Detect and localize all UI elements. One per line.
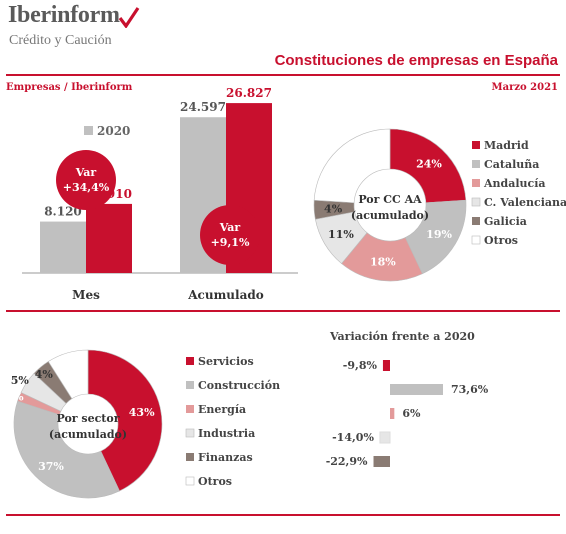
- sector-slice-label: 37%: [38, 460, 64, 473]
- variation-value-label: -9,8%: [343, 359, 378, 372]
- sector-legend-label: Otros: [198, 475, 232, 488]
- bar-Mes-2021: [86, 203, 132, 273]
- sector-legend-swatch: [186, 381, 194, 389]
- bar-value-label: 26.827: [226, 86, 272, 100]
- bar-Mes-2020: [40, 221, 86, 273]
- date-label: Marzo 2021: [491, 82, 558, 93]
- sector-legend-label: Construcción: [198, 379, 280, 392]
- ccaa-legend-label: Cataluña: [484, 158, 539, 171]
- variation-value-label: -14,0%: [332, 431, 374, 444]
- footer-rule: [6, 514, 560, 516]
- ccaa-slice-Madrid: [389, 128, 467, 204]
- ccaa-legend-swatch: [471, 197, 481, 207]
- page-title: Constituciones de empresas en España: [274, 52, 558, 69]
- variation-value-label: 73,6%: [451, 383, 489, 396]
- ccaa-center-subtitle: (acumulado): [351, 209, 429, 222]
- sector-legend-swatch: [186, 405, 194, 413]
- sector-center-subtitle: (acumulado): [49, 428, 127, 441]
- bar-value-label: 24.597: [180, 100, 226, 114]
- var-bubble: [200, 205, 260, 265]
- ccaa-legend-label: Galicia: [484, 215, 527, 228]
- ccaa-slice-label: 4%: [324, 203, 343, 216]
- variation-value-label: 6%: [402, 407, 421, 420]
- sector-legend-swatch: [186, 357, 194, 365]
- sector-legend-label: Servicios: [198, 355, 254, 368]
- ccaa-legend-swatch: [472, 141, 480, 149]
- header-rule: [6, 74, 560, 76]
- bar-category-label: Acumulado: [187, 288, 264, 302]
- bar-category-label: Mes: [72, 288, 100, 302]
- brand-name: Iberinform: [8, 2, 120, 28]
- ccaa-slice-label: 11%: [328, 228, 354, 241]
- sector-legend-swatch: [186, 453, 194, 461]
- sector-slice-Otros: [47, 349, 89, 400]
- ccaa-slice-Otros: [313, 128, 391, 204]
- ccaa-slice-label: 18%: [370, 256, 396, 269]
- ccaa-center-title: Por CC AA: [358, 193, 422, 206]
- ccaa-legend-label: Otros: [484, 234, 518, 247]
- variation-value-label: -22,9%: [326, 455, 368, 468]
- var-bubble: [56, 150, 116, 210]
- sector-legend-label: Energía: [198, 403, 246, 416]
- variation-bar-Construcción: [390, 384, 443, 395]
- sector-legend-label: Industria: [198, 427, 255, 440]
- var-bubble-value: +34,4%: [63, 181, 110, 194]
- variation-bar-Servicios: [382, 360, 390, 371]
- ccaa-legend-swatch: [471, 235, 481, 245]
- variation-title: Variación frente a 2020: [329, 330, 475, 343]
- ccaa-legend-label: C. Valenciana: [484, 196, 566, 209]
- ccaa-legend-swatch: [472, 179, 480, 187]
- variation-bar-Energía: [390, 408, 395, 419]
- sector-slice-Construcción: [13, 400, 120, 499]
- logo-check-icon: [118, 7, 140, 28]
- brand-tagline: Crédito y Caución: [9, 33, 112, 48]
- variation-bar-Finanzas: [373, 456, 390, 467]
- ccaa-legend-label: Andalucía: [483, 177, 546, 190]
- ccaa-slice-label: 19%: [426, 228, 452, 241]
- sector-slice-Servicios: [87, 349, 163, 492]
- sector-legend-label: Finanzas: [198, 451, 253, 464]
- bar-legend-swatch-2020: [84, 126, 93, 135]
- sector-slice-label: 43%: [129, 406, 155, 419]
- bar-value-label: 8.120: [44, 205, 82, 219]
- ccaa-slice-label: 24%: [416, 157, 442, 170]
- ccaa-legend-swatch: [472, 160, 480, 168]
- sector-legend-swatch: [185, 476, 195, 486]
- var-bubble-title: Var: [75, 166, 97, 179]
- var-bubble-title: Var: [219, 221, 241, 234]
- sector-slice-label: 5%: [11, 374, 30, 387]
- sector-slice-label: 4%: [35, 368, 54, 381]
- ccaa-legend-label: Madrid: [484, 139, 529, 152]
- source-label: Empresas / Iberinform: [6, 82, 133, 93]
- bar-legend-label-2020: 2020: [97, 124, 130, 138]
- section-rule: [6, 310, 560, 312]
- sector-center-title: Por sector: [56, 412, 119, 425]
- variation-bar-Industria: [379, 431, 391, 444]
- ccaa-legend-swatch: [472, 217, 480, 225]
- var-bubble-value: +9,1%: [211, 236, 250, 249]
- sector-slice-label: 2%: [5, 390, 24, 403]
- sector-legend-swatch: [185, 428, 195, 438]
